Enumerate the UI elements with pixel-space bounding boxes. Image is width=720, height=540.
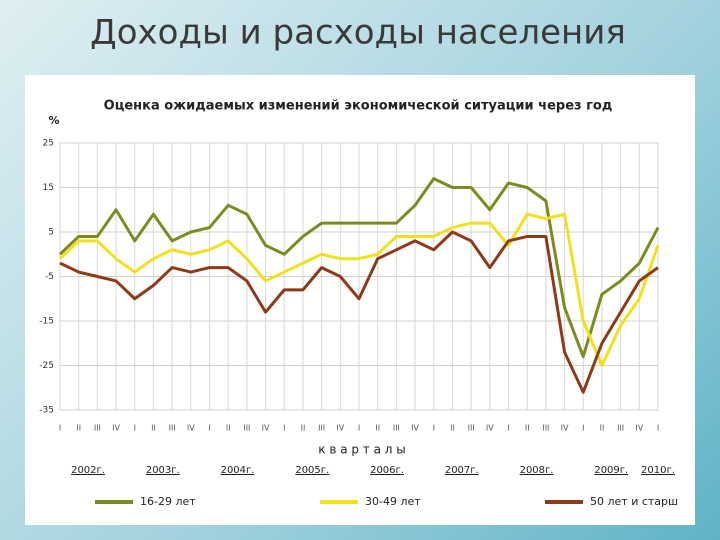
- x-tick-label: III: [468, 424, 475, 433]
- chart-title: Оценка ожидаемых изменений экономической…: [104, 99, 613, 114]
- year-label: 2006г.: [370, 465, 404, 476]
- year-label: 2005г.: [295, 465, 329, 476]
- x-tick-label: IV: [112, 424, 120, 433]
- x-tick-label: II: [450, 424, 455, 433]
- x-tick-label: III: [243, 424, 250, 433]
- y-tick-label: -25: [39, 361, 54, 371]
- year-label: 2002г.: [71, 465, 105, 476]
- x-tick-label: II: [375, 424, 380, 433]
- series-line: [59, 230, 659, 394]
- y-tick-label: 5: [48, 228, 54, 238]
- x-tick-label: III: [542, 424, 549, 433]
- x-tick-label: III: [318, 424, 325, 433]
- y-tick-label: 15: [43, 183, 54, 193]
- x-axis-label: к в а р т а л ы: [318, 443, 405, 457]
- y-tick-label: 25: [43, 139, 54, 149]
- x-tick-label: IV: [635, 424, 643, 433]
- x-tick-label: II: [525, 424, 530, 433]
- year-label: 2004г.: [221, 465, 255, 476]
- x-tick-label: IV: [411, 424, 419, 433]
- legend-label: 16-29 лет: [140, 495, 196, 508]
- x-tick-label: II: [151, 424, 156, 433]
- series-line: [58, 177, 660, 359]
- year-label: 2010г.: [641, 465, 675, 476]
- x-tick-label: I: [433, 424, 435, 433]
- y-tick-label: -35: [39, 406, 54, 416]
- x-tick-label: I: [507, 424, 509, 433]
- x-tick-label: I: [134, 424, 136, 433]
- x-tick-label: I: [59, 424, 61, 433]
- slide-title: Доходы и расходы населения: [90, 13, 626, 53]
- year-label: 2009г.: [594, 465, 628, 476]
- x-tick-label: III: [617, 424, 624, 433]
- year-label: 2007г.: [445, 465, 479, 476]
- x-tick-label: I: [657, 424, 659, 433]
- x-tick-label: IV: [561, 424, 569, 433]
- y-tick-label: -15: [39, 317, 54, 327]
- x-tick-label: III: [94, 424, 101, 433]
- y-tick-label: -5: [45, 272, 54, 282]
- x-tick-label: I: [283, 424, 285, 433]
- series-line: [58, 212, 660, 367]
- x-tick-label: II: [76, 424, 81, 433]
- x-tick-label: I: [208, 424, 210, 433]
- legend-label: 50 лет и старш: [590, 495, 678, 508]
- x-tick-label: IV: [336, 424, 344, 433]
- x-tick-label: IV: [262, 424, 270, 433]
- x-tick-label: III: [169, 424, 176, 433]
- y-axis-label: %: [48, 114, 59, 127]
- year-label: 2003г.: [146, 465, 180, 476]
- x-tick-label: III: [393, 424, 400, 433]
- legend-label: 30-49 лет: [365, 495, 421, 508]
- x-tick-label: II: [301, 424, 306, 433]
- year-label: 2008г.: [520, 465, 554, 476]
- x-tick-label: I: [582, 424, 584, 433]
- x-tick-label: II: [226, 424, 231, 433]
- x-tick-label: I: [358, 424, 360, 433]
- x-tick-label: II: [600, 424, 605, 433]
- x-tick-label: IV: [187, 424, 195, 433]
- x-tick-label: IV: [486, 424, 494, 433]
